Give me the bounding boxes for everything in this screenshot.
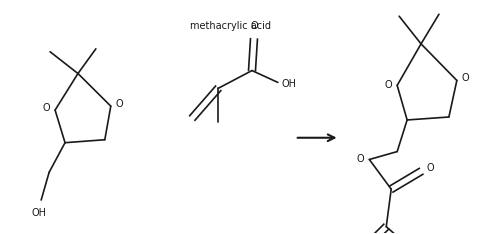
Text: O: O: [42, 103, 50, 113]
Text: O: O: [356, 154, 364, 165]
Text: O: O: [384, 80, 392, 90]
Text: OH: OH: [32, 208, 46, 218]
Text: O: O: [462, 73, 469, 84]
Text: methacrylic acid: methacrylic acid: [190, 21, 270, 31]
Text: O: O: [116, 99, 124, 109]
Text: O: O: [426, 163, 434, 173]
Text: OH: OH: [282, 79, 297, 89]
Text: O: O: [250, 21, 258, 31]
